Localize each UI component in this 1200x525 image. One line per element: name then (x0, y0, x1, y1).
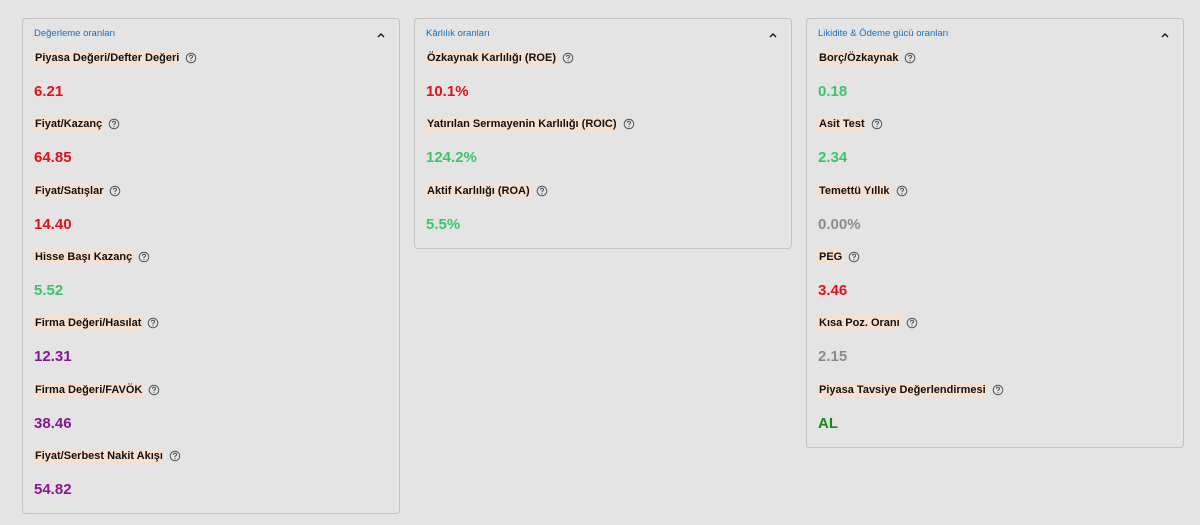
metric-value: 10.1% (426, 83, 469, 100)
collapse-icon[interactable] (767, 29, 779, 41)
metric-value: 12.31 (34, 348, 72, 366)
metric-label: Piyasa Tavsiye Değerlendirmesi (818, 382, 987, 397)
metric-label: Fiyat/Satışlar (34, 183, 105, 198)
metric-value: 3.46 (818, 281, 848, 299)
help-icon[interactable] (871, 118, 883, 130)
metric-label: Borç/Özkaynak (818, 51, 900, 65)
metric-value: 6.21 (34, 83, 64, 100)
metric-label: Fiyat/Serbest Nakit Akışı (34, 448, 164, 463)
metric-value: 14.40 (34, 215, 72, 233)
metric-value: 0.00% (818, 215, 861, 233)
metric-value: 64.85 (34, 149, 72, 167)
metric-label: Kısa Poz. Oranı (818, 316, 901, 331)
help-icon[interactable] (169, 450, 181, 462)
help-icon[interactable] (185, 52, 197, 64)
help-icon[interactable] (138, 251, 150, 263)
metric-label: Firma Değeri/FAVÖK (34, 382, 144, 397)
panel-title: Likidite & Ödeme gücü oranları (818, 28, 949, 39)
help-icon[interactable] (992, 384, 1004, 396)
help-icon[interactable] (109, 185, 121, 197)
help-icon[interactable] (848, 251, 860, 263)
metric-value: 2.34 (818, 149, 848, 167)
metric-value: 54.82 (34, 480, 72, 498)
panel-title: Değerleme oranları (34, 28, 116, 39)
help-icon[interactable] (623, 118, 635, 130)
help-icon[interactable] (536, 185, 548, 197)
metric-label: Özkaynak Karlılığı (ROE) (426, 51, 557, 65)
help-icon[interactable] (108, 118, 120, 130)
panel: Kârlılık oranları Özkaynak Karlılığı (ROE… (414, 18, 792, 249)
metric-value: 2.15 (818, 348, 848, 366)
metric-value: AL (818, 414, 838, 432)
help-icon[interactable] (562, 52, 574, 64)
metric-label: Hisse Başı Kazanç (34, 249, 134, 264)
help-icon[interactable] (148, 384, 160, 396)
metric-label: Asit Test (818, 117, 866, 132)
collapse-icon[interactable] (375, 29, 387, 41)
panel: Likidite & Ödeme gücü oranları Borç/Özkay… (806, 18, 1184, 448)
metric-value: 0.18 (818, 83, 848, 100)
help-icon[interactable] (147, 317, 159, 329)
collapse-icon[interactable] (1159, 29, 1171, 41)
metric-value: 38.46 (34, 414, 72, 432)
metric-value: 124.2% (426, 149, 477, 167)
help-icon[interactable] (896, 185, 908, 197)
help-icon[interactable] (904, 52, 916, 64)
metric-label: Firma Değeri/Hasılat (34, 316, 143, 331)
help-icon[interactable] (906, 317, 918, 329)
metric-value: 5.5% (426, 215, 461, 233)
metric-label: Yatırılan Sermayenin Karlılığı (ROIC) (426, 117, 618, 132)
panel-title: Kârlılık oranları (426, 28, 490, 39)
panel: Değerleme oranları Piyasa Değeri/Defter D… (22, 18, 400, 514)
metric-label: Temettü Yıllık (818, 183, 891, 198)
metric-label: Aktif Karlılığı (ROA) (426, 183, 531, 198)
metric-label: PEG (818, 249, 844, 264)
metric-label: Piyasa Değeri/Defter Değeri (34, 51, 181, 65)
metric-label: Fiyat/Kazanç (34, 117, 104, 132)
metric-value: 5.52 (34, 281, 64, 299)
